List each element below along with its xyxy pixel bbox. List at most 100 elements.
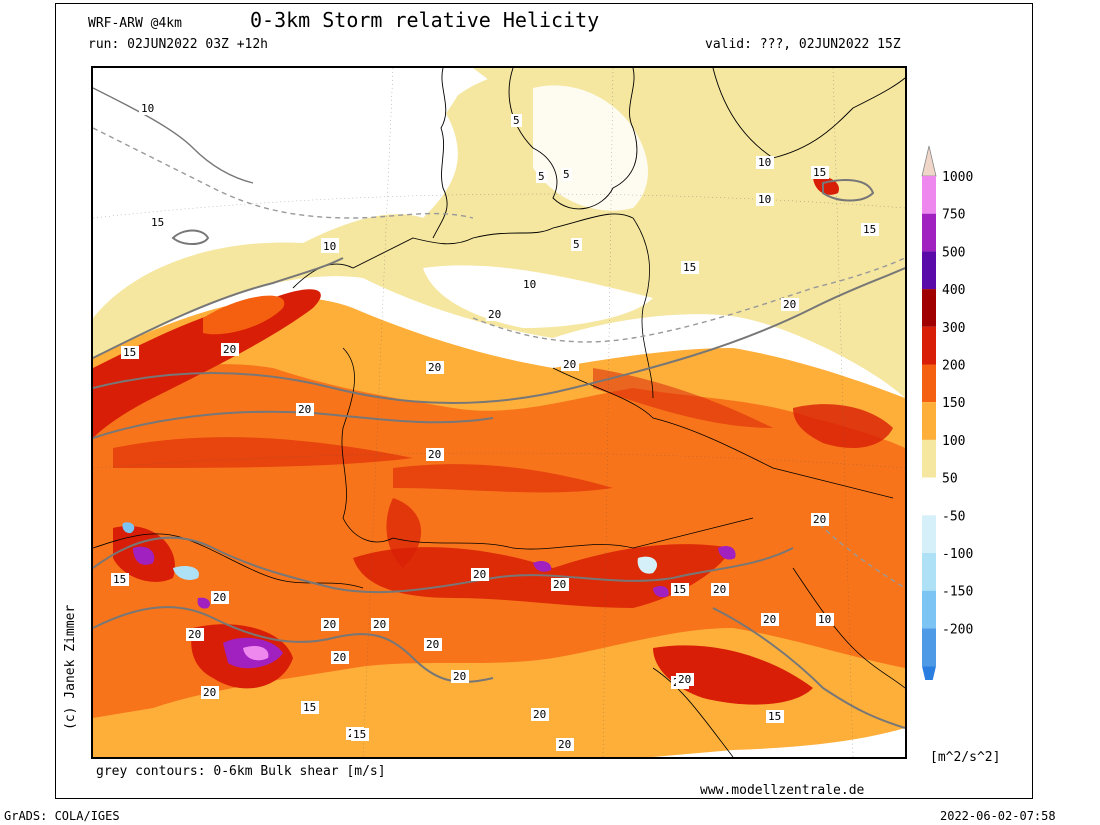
model-label: WRF-ARW @4km — [88, 16, 182, 31]
colorbar-swatch — [922, 289, 936, 327]
contour-label-bg — [511, 114, 522, 127]
contour-label: 20 — [188, 628, 201, 641]
contour-label-bg — [221, 343, 239, 356]
contour-label-bg — [451, 670, 469, 683]
contour-label: 20 — [223, 343, 236, 356]
contour-label-bg — [296, 403, 314, 416]
colorbar-tick-label: -50 — [942, 509, 965, 524]
contour-label-bg — [139, 102, 157, 115]
colorbar-tick-label: 200 — [942, 359, 965, 374]
contour-label-bg — [186, 628, 204, 641]
colorbar-swatch — [922, 515, 936, 553]
contour-label-bg — [351, 728, 369, 741]
copyright-label: (c) Janek Zimmer — [63, 604, 78, 730]
contour-label: 15 — [673, 583, 686, 596]
contour-label: 5 — [513, 114, 520, 127]
colorbar-swatch — [922, 477, 936, 516]
colorbar-unit: [m^2/s^2] — [930, 750, 1001, 765]
contour-label-bg — [486, 308, 504, 321]
contour-label: 10 — [523, 278, 536, 291]
contour-label-bg — [301, 701, 319, 714]
colorbar-tick-label: 150 — [942, 396, 965, 411]
contour-label-bg — [561, 358, 579, 371]
contour-label: 15 — [123, 346, 136, 359]
colorbar-tick-label: -100 — [942, 547, 973, 562]
contour-label-bg — [471, 568, 489, 581]
colorbar-tick-label: 50 — [942, 472, 958, 487]
contour-label-bg — [531, 708, 549, 721]
contour-label-bg — [561, 168, 572, 181]
contour-label: 20 — [553, 578, 566, 591]
contour-label-bg — [426, 448, 444, 461]
colorbar-tick-label: 400 — [942, 283, 965, 298]
contour-label: 20 — [426, 638, 439, 651]
contour-label-bg — [211, 591, 229, 604]
contour-label-bg — [676, 673, 694, 686]
contour-label: 20 — [428, 361, 441, 374]
contour-label-bg — [424, 638, 442, 651]
contour-label-bg — [671, 583, 689, 596]
contour-label-bg — [426, 361, 444, 374]
colorbar-swatch — [922, 439, 936, 478]
contour-label: 20 — [373, 618, 386, 631]
colorbar-swatch — [922, 251, 936, 290]
contour-label: 10 — [323, 240, 336, 253]
contour-label-bg — [861, 223, 879, 236]
contour-label: 15 — [353, 728, 366, 741]
contour-label: 15 — [768, 710, 781, 723]
contour-label: 20 — [203, 686, 216, 699]
contour-label: 20 — [813, 513, 826, 526]
colorbar-swatch — [922, 326, 936, 365]
chart-title: 0-3km Storm relative Helicity — [250, 8, 600, 32]
contour-label-bg — [756, 156, 774, 169]
colorbar-bottom-cap — [922, 666, 936, 697]
contour-label-bg — [149, 216, 167, 229]
contour-label-bg — [766, 710, 784, 723]
contour-label-bg — [571, 238, 582, 251]
contour-label: 20 — [563, 358, 576, 371]
contour-label: 5 — [538, 170, 545, 183]
contour-label: 15 — [151, 216, 164, 229]
contour-label: 10 — [818, 613, 831, 626]
colorbar-swatch — [922, 402, 936, 440]
contour-label-bg — [331, 651, 349, 664]
colorbar-tick-label: -200 — [942, 622, 973, 637]
colorbar-swatch — [922, 176, 936, 214]
colorbar-tick-label: 300 — [942, 321, 965, 336]
contour-label: 20 — [713, 583, 726, 596]
contour-label: 20 — [783, 298, 796, 311]
contour-label-bg — [681, 261, 699, 274]
helicity-map: 1051555105101551010151015152020152020202… — [91, 66, 907, 759]
contour-label-bg — [551, 578, 569, 591]
contour-label: 15 — [113, 573, 126, 586]
contour-label-bg — [371, 618, 389, 631]
colorbar-swatch — [922, 628, 936, 667]
contour-label: 20 — [453, 670, 466, 683]
contour-label-bg — [121, 346, 139, 359]
colorbar-swatch — [922, 364, 936, 403]
contour-label: 15 — [683, 261, 696, 274]
valid-label: valid: ???, 02JUN2022 15Z — [705, 37, 901, 52]
contour-label: 20 — [323, 618, 336, 631]
colorbar-swatch — [922, 553, 936, 591]
run-label: run: 02JUN2022 03Z +12h — [88, 37, 269, 52]
contour-label: 5 — [573, 238, 580, 251]
contour-label: 20 — [298, 403, 311, 416]
contour-label: 10 — [758, 193, 771, 206]
contour-label-bg — [816, 613, 834, 626]
colorbar-tick-label: 500 — [942, 245, 965, 260]
contour-label-bg — [111, 573, 129, 586]
contour-label: 10 — [141, 102, 154, 115]
contour-label-bg — [321, 240, 339, 253]
colorbar-tick-label: 1000 — [942, 170, 973, 185]
colorbar-top-cap — [921, 145, 937, 177]
contour-label: 5 — [563, 168, 570, 181]
contour-label: 20 — [558, 738, 571, 751]
colorbar: 1000 750 500 400 300 200 150 100 50 -50 -100 -150 -2… — [918, 140, 1018, 697]
contour-label: 10 — [758, 156, 771, 169]
colorbar-swatch — [922, 213, 936, 252]
colorbar-tick-label: -150 — [942, 585, 973, 600]
contour-label-bg — [321, 618, 339, 631]
contour-label: 20 — [473, 568, 486, 581]
timestamp-label: 2022-06-02-07:58 — [940, 809, 1056, 823]
